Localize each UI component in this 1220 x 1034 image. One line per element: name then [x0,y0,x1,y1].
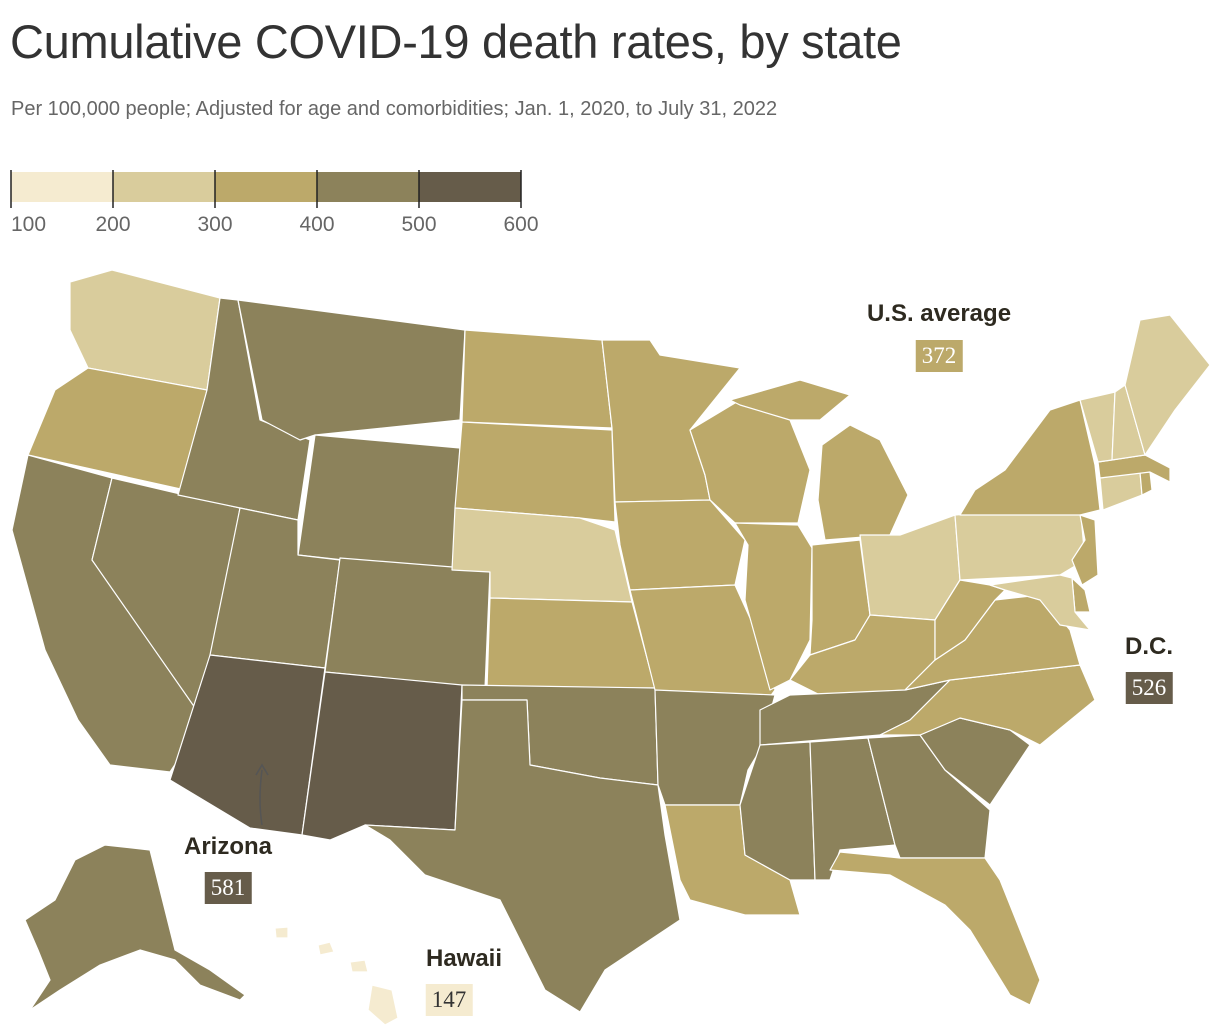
state-HI-kauai[interactable] [274,926,289,939]
page-title: Cumulative COVID-19 death rates, by stat… [10,15,902,68]
state-MT[interactable] [237,299,466,441]
legend-tick: 400 [299,213,334,236]
legend-bin-2 [113,172,215,202]
state-MD[interactable] [989,574,1091,631]
state-NM[interactable] [301,671,463,841]
state-FL[interactable] [829,851,1041,1006]
legend-bin-1 [11,172,113,202]
state-AK[interactable] [24,844,246,1011]
dc-label: D.C. [1125,633,1173,660]
hawaii-value: 147 [425,984,473,1016]
page-subtitle: Per 100,000 people; Adjusted for age and… [11,98,778,120]
legend-tick: 200 [95,213,130,236]
arizona-pointer-head [255,763,269,776]
state-HI[interactable] [367,984,399,1026]
legend-bin-3 [215,172,317,202]
state-KS[interactable] [486,597,656,689]
legend-tick: 600 [503,213,538,236]
arizona-pointer [259,769,263,826]
state-AZ[interactable] [169,654,326,836]
state-NC[interactable] [879,664,1096,746]
state-HI-maui[interactable] [349,959,369,973]
us-average-label: U.S. average [866,300,1012,327]
state-ME[interactable] [1124,314,1211,456]
arizona-value: 581 [204,872,252,904]
legend-tick: 500 [401,213,436,236]
legend-bin-5 [419,172,521,202]
state-WY[interactable] [297,434,461,573]
state-RI[interactable] [1139,471,1153,496]
state-PA[interactable] [954,504,1086,581]
state-WV[interactable] [934,579,1006,661]
dc-value: 526 [1125,672,1173,704]
color-legend: 100 200 300 400 500 600 [10,170,539,236]
arizona-label: Arizona [183,833,273,860]
state-MI-up[interactable] [729,379,851,421]
state-ND[interactable] [461,329,613,429]
state-NJ[interactable] [1071,514,1099,586]
state-CO[interactable] [324,557,491,689]
hawaii-label: Hawaii [425,945,503,972]
state-SD[interactable] [454,421,616,523]
state-MI[interactable] [817,424,909,541]
legend-tick: 100 [11,213,46,236]
legend-tick: 300 [197,213,232,236]
state-TX[interactable] [364,699,681,1013]
us-average-value: 372 [915,340,963,372]
legend-bin-4 [317,172,419,202]
state-HI-oahu[interactable] [317,941,335,956]
state-NY[interactable] [959,399,1101,516]
state-OR[interactable] [27,367,208,491]
